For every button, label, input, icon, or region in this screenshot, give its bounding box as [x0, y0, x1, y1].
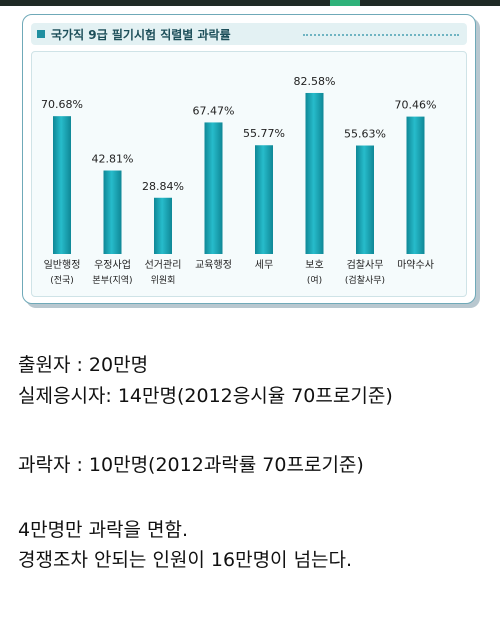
category-label-7-sub: (검찰사무) — [345, 274, 385, 286]
value-label-8: 70.46% — [395, 99, 437, 112]
category-label-6-sub: (여) — [307, 274, 322, 286]
category-label-2-sub: 본부(지역) — [92, 275, 132, 286]
value-label-3: 28.84% — [142, 180, 184, 193]
category-label-5: 세무 — [255, 259, 273, 271]
top-strip-accent — [330, 0, 360, 6]
category-label-7: 검찰사무 — [347, 259, 384, 271]
caption-line-4: 4만명만 과락을 면함. — [18, 519, 189, 541]
category-label-3-sub: 위원회 — [151, 275, 176, 286]
chart-figure: 국가직 9급 필기시험 직렬별 과락률 — [22, 14, 476, 304]
category-label-8: 마약수사 — [397, 259, 434, 271]
top-strip — [0, 0, 500, 6]
caption-line-1: 출원자 : 20만명 — [18, 354, 149, 376]
chart-title: 국가직 9급 필기시험 직렬별 과락률 — [51, 28, 231, 42]
category-label-6: 보호 — [305, 259, 323, 271]
value-label-2: 42.81% — [92, 153, 134, 166]
caption-line-5: 경쟁조차 안되는 인원이 16만명이 넘는다. — [18, 549, 353, 571]
bar-8 — [406, 116, 425, 254]
bar-3 — [154, 197, 172, 254]
value-label-7: 55.63% — [344, 128, 386, 141]
category-label-1-sub: (전국) — [50, 275, 74, 286]
bar-1 — [53, 116, 71, 254]
value-label-6: 82.58% — [294, 75, 336, 88]
title-dotted-rule — [303, 34, 459, 36]
value-label-4: 67.47% — [193, 104, 235, 117]
bar-7 — [356, 145, 374, 254]
chart-title-bar: 국가직 9급 필기시험 직렬별 과락률 — [31, 23, 467, 45]
bar-5 — [255, 145, 273, 254]
category-label-2: 우정사업 — [94, 258, 131, 271]
bar-4 — [204, 122, 223, 254]
category-label-1: 일반행정 — [44, 259, 81, 271]
value-label-1: 70.68% — [41, 98, 83, 111]
category-label-4: 교육행정 — [195, 259, 232, 271]
caption-line-2: 실제응시자: 14만명(2012응시율 70프로기준) — [18, 385, 393, 407]
caption-line-3: 과락자 : 10만명(2012과락률 70프로기준) — [18, 454, 364, 476]
category-label-3: 선거관리 — [145, 259, 182, 271]
title-square-icon — [37, 30, 45, 38]
bar-2 — [103, 170, 122, 254]
bar-6 — [305, 92, 324, 255]
value-label-5: 55.77% — [243, 127, 285, 140]
